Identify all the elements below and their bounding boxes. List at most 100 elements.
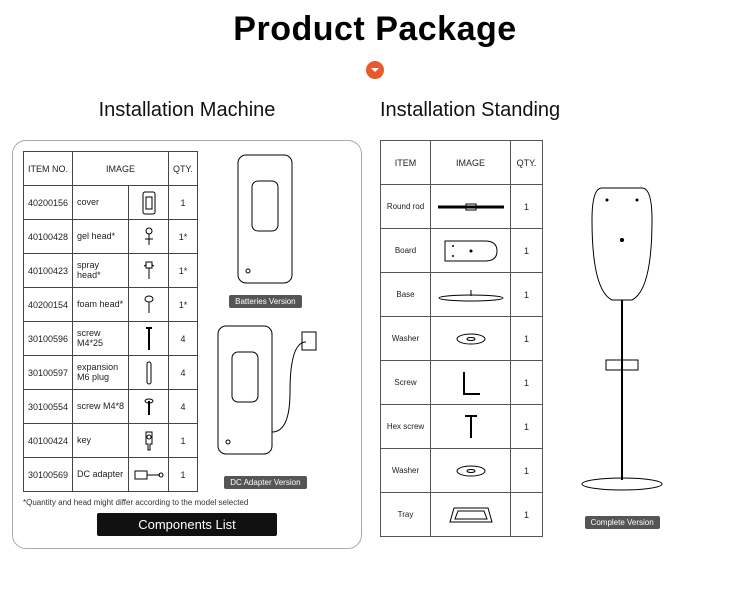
col-qty: QTY. — [169, 152, 198, 186]
cell-qty: 1 — [169, 186, 198, 220]
cell-qty: 1 — [511, 185, 543, 229]
cell-qty: 4 — [169, 390, 198, 424]
cell-qty: 1 — [169, 424, 198, 458]
cell-qty: 1 — [511, 317, 543, 361]
stand-column: Complete Version — [572, 99, 672, 549]
table-row: 40100424 key 1 — [24, 424, 198, 458]
device-batteries: Batteries Version — [229, 151, 301, 308]
rod-icon — [436, 203, 506, 211]
screw-icon — [144, 326, 154, 352]
gel-head-icon — [141, 225, 157, 249]
cell-name: gel head* — [73, 220, 129, 254]
cell-image — [129, 458, 169, 492]
cell-name: Board — [381, 229, 431, 273]
adapter-icon — [134, 467, 164, 483]
table-row: 40200156 cover 1 — [24, 186, 198, 220]
cell-name: DC adapter — [73, 458, 129, 492]
cover-icon — [142, 191, 156, 215]
cell-image — [431, 405, 511, 449]
table-header-row: ITEM IMAGE QTY. — [381, 141, 543, 185]
cell-qty: 1 — [511, 361, 543, 405]
cell-image — [129, 186, 169, 220]
batteries-label: Batteries Version — [229, 295, 301, 308]
sections: Installation Machine ITEM NO. IMAGE QTY.… — [0, 99, 750, 549]
cell-qty: 1 — [511, 229, 543, 273]
cell-qty: 1 — [511, 493, 543, 537]
cell-item: 30100596 — [24, 322, 73, 356]
cell-image — [431, 449, 511, 493]
dispenser-batteries-icon — [230, 151, 300, 291]
cell-item: 40100428 — [24, 220, 73, 254]
cell-name: screw M4*25 — [73, 322, 129, 356]
cell-name: screw M4*8 — [73, 390, 129, 424]
cell-image — [431, 317, 511, 361]
screw-short-icon — [143, 397, 155, 417]
left-column: Installation Machine ITEM NO. IMAGE QTY.… — [12, 99, 362, 549]
cell-qty: 1 — [511, 405, 543, 449]
cell-name: foam head* — [73, 288, 129, 322]
cell-name: Hex screw — [381, 405, 431, 449]
table-row: Round rod 1 — [381, 185, 543, 229]
components-list-label: Components List — [97, 513, 277, 536]
cell-image — [129, 424, 169, 458]
cell-qty: 4 — [169, 356, 198, 390]
washer-icon — [453, 464, 489, 478]
l-screw-icon — [458, 368, 484, 398]
parts-table-right: ITEM IMAGE QTY. Round rod 1 Board — [380, 140, 543, 537]
table-row: 40100428 gel head* 1* — [24, 220, 198, 254]
col-item: ITEM — [381, 141, 431, 185]
col-image: IMAGE — [431, 141, 511, 185]
cell-image — [431, 493, 511, 537]
foam-head-icon — [141, 293, 157, 317]
cell-image — [129, 390, 169, 424]
cell-item: 40100424 — [24, 424, 73, 458]
cell-image — [129, 254, 169, 288]
col-item: ITEM NO. — [24, 152, 73, 186]
table-row: Washer 1 — [381, 317, 543, 361]
cell-name: key — [73, 424, 129, 458]
cell-name: cover — [73, 186, 129, 220]
cell-item: 40200156 — [24, 186, 73, 220]
table-row: 30100597 expansion M6 plug 4 — [24, 356, 198, 390]
table-row: Base 1 — [381, 273, 543, 317]
cell-item: 30100569 — [24, 458, 73, 492]
cell-qty: 1* — [169, 254, 198, 288]
plug-icon — [144, 360, 154, 386]
cell-qty: 1* — [169, 220, 198, 254]
cell-qty: 1 — [169, 458, 198, 492]
col-qty: QTY. — [511, 141, 543, 185]
footnote: *Quantity and head might differ accordin… — [23, 498, 351, 507]
cell-name: Round rod — [381, 185, 431, 229]
table-row: 40100423 spray head* 1* — [24, 254, 198, 288]
cell-item: 30100597 — [24, 356, 73, 390]
left-subtitle: Installation Machine — [12, 99, 362, 122]
dispenser-dc-icon — [210, 322, 320, 472]
hex-screw-icon — [461, 412, 481, 442]
table-header-row: ITEM NO. IMAGE QTY. — [24, 152, 198, 186]
cell-image — [129, 220, 169, 254]
cell-name: Washer — [381, 317, 431, 361]
table-row: 30100569 DC adapter 1 — [24, 458, 198, 492]
cell-name: Screw — [381, 361, 431, 405]
cell-item: 40100423 — [24, 254, 73, 288]
right-column: Installation Standing ITEM IMAGE QTY. Ro… — [380, 99, 738, 549]
dc-label: DC Adapter Version — [224, 476, 306, 489]
table-row: Hex screw 1 — [381, 405, 543, 449]
cell-qty: 4 — [169, 322, 198, 356]
table-row: Board 1 — [381, 229, 543, 273]
cell-image — [431, 185, 511, 229]
page-title: Product Package — [0, 10, 750, 49]
cell-image — [431, 229, 511, 273]
table-row: Screw 1 — [381, 361, 543, 405]
table-row: 30100554 screw M4*8 4 — [24, 390, 198, 424]
table-row: Washer 1 — [381, 449, 543, 493]
chevron-down-icon — [366, 61, 384, 79]
board-icon — [441, 237, 501, 265]
cell-image — [129, 322, 169, 356]
cell-image — [129, 288, 169, 322]
device-dc: DC Adapter Version — [210, 322, 320, 489]
spray-head-icon — [141, 259, 157, 283]
cell-name: spray head* — [73, 254, 129, 288]
cell-image — [129, 356, 169, 390]
key-icon — [140, 430, 158, 452]
